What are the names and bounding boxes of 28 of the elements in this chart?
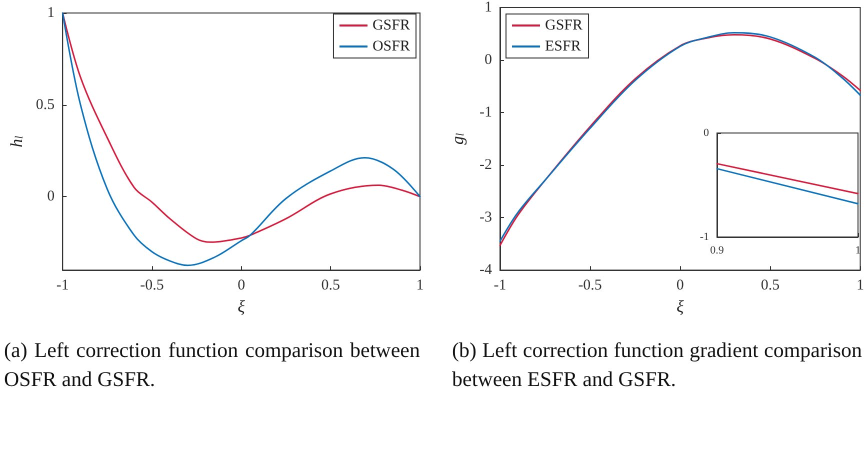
x-tick-label: -0.5: [140, 278, 164, 294]
x-tick-label: 0: [238, 278, 246, 294]
x-axis-title: ξ: [238, 297, 246, 316]
y-tick-label: -3: [480, 210, 492, 226]
text: (b) Left correction function gradient comparison between ESFR and GSFR.: [452, 338, 862, 391]
text: (a) Left correction function comparison between OSFR and GSFR.: [4, 338, 420, 391]
y-tick-label: -4: [480, 262, 492, 278]
y-tick-label: 0: [47, 188, 55, 205]
x-tick-label: 0.5: [760, 278, 780, 294]
x-tick-label: -0.5: [578, 278, 602, 294]
y-tick-label: 0: [484, 52, 492, 68]
y-tick-label: -1: [480, 104, 492, 121]
y-axis-title: hl: [7, 136, 26, 148]
legend-label: ESFR: [545, 38, 581, 54]
x-axis-title: ξ: [676, 297, 684, 316]
x-tick-label: 0.5: [321, 278, 340, 294]
legend-label: OSFR: [372, 38, 410, 54]
y-tick-label: 1: [484, 0, 492, 16]
y-tick-label: -2: [480, 157, 492, 174]
legend-label: GSFR: [372, 18, 410, 34]
x-tick-label: 0: [676, 278, 684, 294]
y-axis-title: gl: [448, 133, 467, 145]
y-tick-label: 0.5: [36, 96, 55, 113]
y-tick-label: 1: [47, 5, 55, 21]
x-tick-label: 1: [856, 278, 864, 294]
legend-label: GSFR: [545, 18, 583, 34]
x-tick-label: 1: [416, 278, 424, 294]
x-tick-label: 0.9: [710, 244, 724, 256]
